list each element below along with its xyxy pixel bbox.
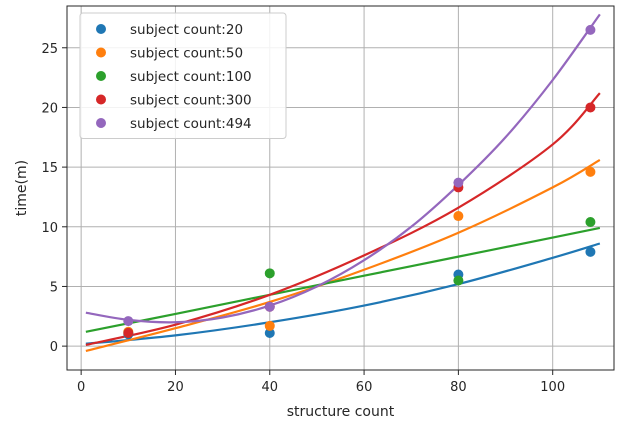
legend-marker — [96, 94, 106, 105]
data-point-series-3 — [585, 102, 596, 113]
legend-box — [79, 12, 287, 139]
x-tick-label: 20 — [167, 380, 184, 395]
fit-line-series-4 — [85, 13, 601, 324]
data-points — [123, 24, 596, 340]
legend-label: subject count:100 — [130, 69, 252, 85]
legend-label: subject count:494 — [130, 116, 252, 132]
data-point-series-2 — [585, 217, 596, 228]
ticks: 0 20 40 60 80 100 0 5 10 15 20 25 — [41, 42, 565, 395]
data-point-series-4 — [453, 177, 464, 188]
y-tick-label: 5 — [50, 280, 58, 295]
x-tick-label: 0 — [77, 380, 85, 395]
legend-label: subject count:50 — [130, 46, 243, 62]
y-tick-label: 15 — [41, 161, 58, 176]
x-tick-label: 80 — [450, 380, 467, 395]
legend-marker — [96, 118, 106, 128]
data-point-series-0 — [264, 328, 275, 339]
y-tick-label: 20 — [41, 101, 58, 116]
fit-lines — [85, 13, 601, 352]
legend-marker — [96, 47, 106, 58]
data-point-series-2 — [264, 268, 275, 279]
legend-marker — [96, 71, 106, 81]
x-tick-label: 60 — [356, 380, 373, 395]
data-point-series-3 — [123, 328, 134, 339]
plot-frame — [66, 5, 615, 371]
data-point-series-1 — [585, 166, 596, 177]
legend-marker — [96, 24, 106, 34]
y-tick-label: 10 — [41, 221, 58, 236]
data-point-series-4 — [264, 301, 275, 312]
x-axis-label: structure count — [287, 404, 395, 420]
fit-line-series-1 — [85, 159, 601, 352]
legend: subject count:20 subject count:50 subject … — [79, 12, 287, 139]
legend-label: subject count:300 — [130, 93, 252, 109]
y-tick-label: 0 — [50, 340, 58, 355]
x-tick-label: 40 — [261, 380, 278, 395]
legend-label: subject count:20 — [130, 22, 243, 38]
fit-line-series-2 — [85, 226, 601, 333]
fit-line-series-0 — [85, 242, 601, 345]
data-point-series-2 — [453, 275, 464, 286]
data-point-series-4 — [123, 316, 134, 327]
data-point-series-1 — [453, 211, 464, 222]
x-tick-label: 100 — [540, 380, 565, 395]
y-axis-label: time(m) — [14, 160, 30, 216]
y-tick-label: 25 — [41, 42, 58, 57]
data-point-series-4 — [585, 24, 596, 35]
data-point-series-1 — [264, 320, 275, 331]
fit-line-series-3 — [85, 92, 601, 347]
data-point-series-0 — [585, 246, 596, 257]
